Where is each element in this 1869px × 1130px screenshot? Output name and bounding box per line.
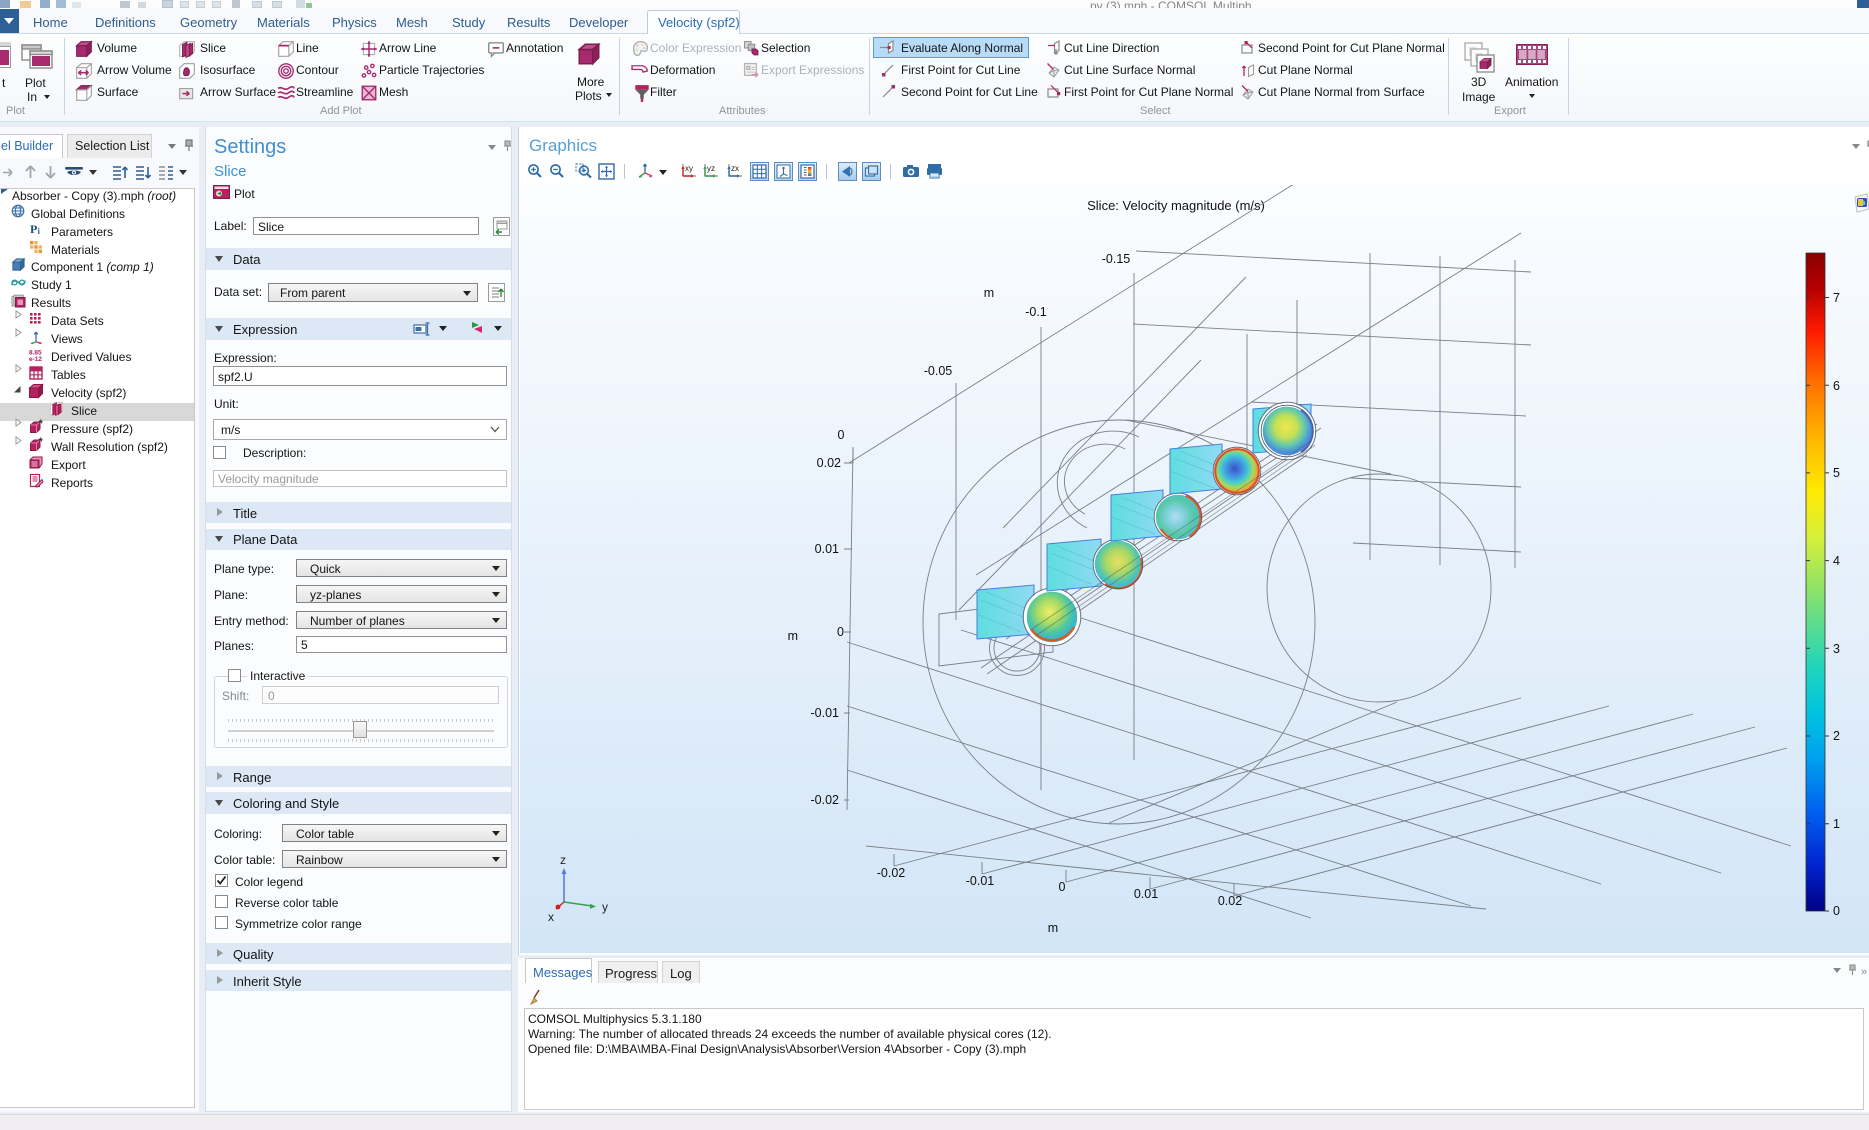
svg-text:P: P — [30, 222, 37, 236]
svg-text:m: m — [984, 286, 994, 300]
svg-text:yz: yz — [707, 164, 715, 173]
svg-text:0: 0 — [837, 625, 844, 639]
svg-text:x: x — [548, 910, 554, 924]
svg-text:m: m — [788, 629, 798, 643]
svg-text:0.01: 0.01 — [1134, 887, 1158, 901]
svg-text:*: * — [39, 437, 44, 448]
svg-text:-0.01: -0.01 — [966, 874, 995, 888]
svg-text:z: z — [560, 853, 566, 867]
svg-text:0.01: 0.01 — [815, 542, 839, 556]
svg-text:*: * — [39, 419, 44, 430]
svg-text:6: 6 — [1833, 379, 1840, 393]
svg-text:xy: xy — [685, 164, 693, 173]
svg-text:0: 0 — [1059, 880, 1066, 894]
svg-text:2: 2 — [1833, 729, 1840, 743]
svg-text:-0.15: -0.15 — [1102, 252, 1131, 266]
svg-text:1: 1 — [1833, 817, 1840, 831]
svg-text:0: 0 — [1833, 904, 1840, 918]
svg-text:-0.02: -0.02 — [877, 866, 906, 880]
svg-text:-0.1: -0.1 — [1025, 305, 1047, 319]
svg-text:0: 0 — [838, 428, 845, 442]
svg-text:Slice: Velocity magnitude (m/s: Slice: Velocity magnitude (m/s) — [1087, 198, 1265, 213]
svg-text:-0.05: -0.05 — [924, 364, 953, 378]
svg-text:5: 5 — [1833, 466, 1840, 480]
svg-text:zx: zx — [731, 164, 739, 173]
svg-text:7: 7 — [1833, 291, 1840, 305]
svg-text:-0.01: -0.01 — [811, 706, 840, 720]
svg-text:i: i — [38, 226, 41, 236]
svg-text:3: 3 — [1833, 642, 1840, 656]
svg-text:-0.02: -0.02 — [811, 793, 840, 807]
svg-text:y: y — [602, 900, 608, 914]
svg-text:4: 4 — [1833, 554, 1840, 568]
svg-text:e-12: e-12 — [29, 356, 42, 362]
svg-text:0.02: 0.02 — [817, 456, 841, 470]
svg-text:m: m — [1048, 921, 1058, 935]
svg-text:0.02: 0.02 — [1218, 894, 1242, 908]
svg-text:8.85: 8.85 — [29, 350, 42, 357]
